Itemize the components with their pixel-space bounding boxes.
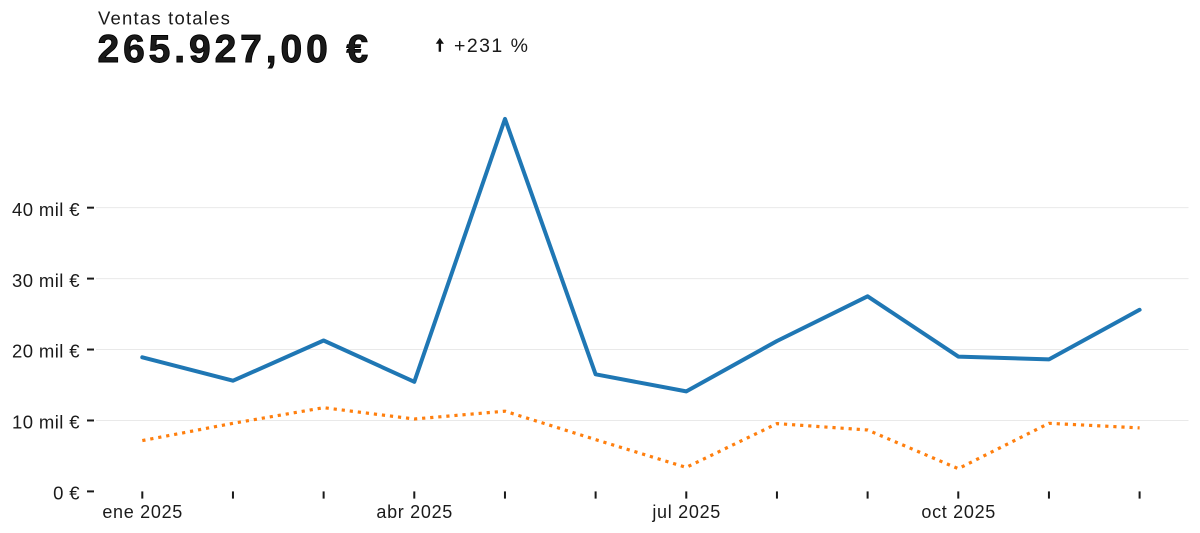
svg-text:jul 2025: jul 2025 [651, 502, 721, 522]
svg-text:0 €: 0 € [53, 483, 80, 504]
svg-text:abr 2025: abr 2025 [376, 502, 453, 522]
svg-text:265.927,00 €: 265.927,00 € [98, 28, 373, 71]
svg-text:40 mil €: 40 mil € [12, 199, 80, 220]
svg-text:+231 %: +231 % [454, 35, 529, 57]
svg-text:ene 2025: ene 2025 [102, 502, 183, 522]
svg-text:oct 2025: oct 2025 [921, 502, 996, 522]
svg-text:20 mil €: 20 mil € [12, 341, 80, 362]
svg-text:10 mil €: 10 mil € [12, 412, 80, 433]
svg-text:30 mil €: 30 mil € [12, 270, 80, 291]
svg-text:Ventas totales: Ventas totales [98, 8, 231, 29]
